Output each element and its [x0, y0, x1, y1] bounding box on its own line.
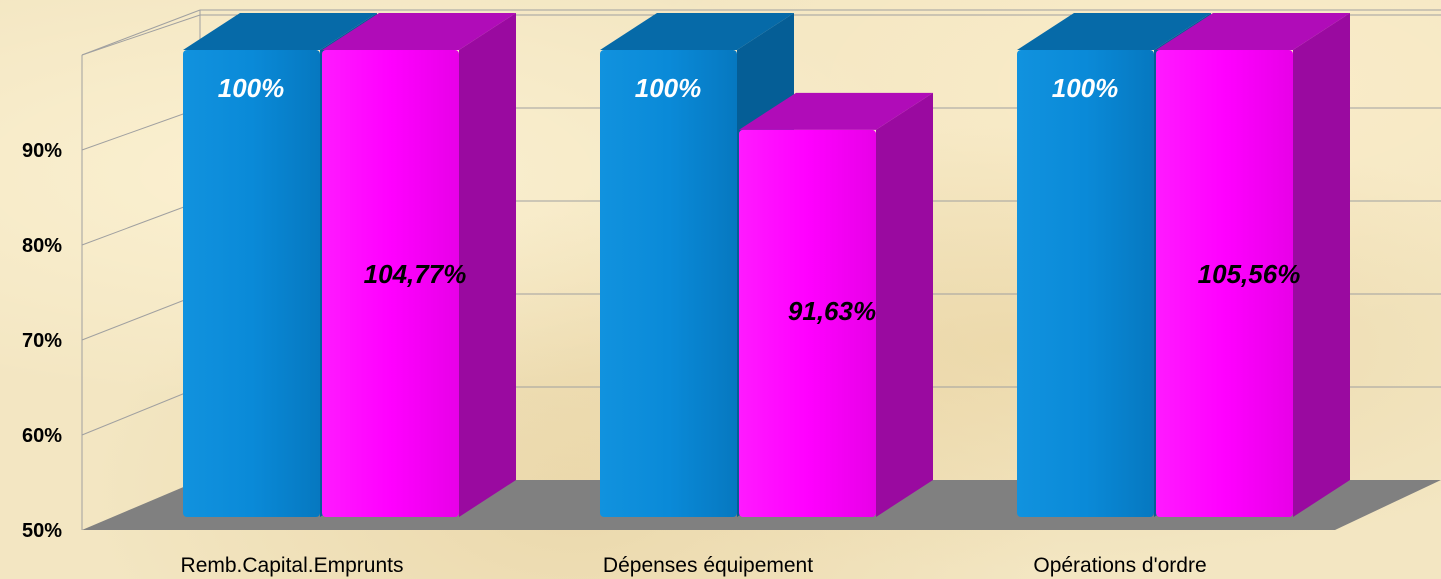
bar-magenta	[1156, 13, 1350, 517]
x-tick-label: Remb.Capital.Emprunts	[181, 554, 404, 577]
bar-front	[1017, 50, 1154, 517]
gridline-side	[81, 293, 201, 341]
x-tick-label: Dépenses équipement	[603, 554, 813, 577]
bar-magenta	[322, 13, 516, 517]
bar-top	[600, 13, 794, 50]
y-tick-label: 90%	[22, 140, 62, 162]
data-label: 104,77%	[364, 259, 467, 289]
y-tick-label: 50%	[22, 520, 62, 542]
data-label: 105,56%	[1198, 259, 1301, 289]
bar-top	[1156, 13, 1350, 50]
y-tick-label: 80%	[22, 235, 62, 257]
data-labels: 100% 104,77% 100% 91,63% 100% 105,56%	[218, 73, 1301, 326]
data-label: 100%	[218, 73, 285, 103]
data-label: 100%	[635, 73, 702, 103]
bar-side	[876, 92, 933, 517]
bar-front	[739, 129, 876, 517]
bar-top	[183, 13, 377, 50]
bar-front	[183, 50, 320, 517]
bar-front	[322, 50, 459, 517]
bars	[183, 13, 1350, 517]
bar-front	[600, 50, 737, 517]
bar-top	[1017, 13, 1211, 50]
y-axis-labels: 50% 60% 70% 80% 90%	[22, 140, 62, 542]
data-label: 91,63%	[788, 296, 876, 326]
gridline-side	[81, 200, 201, 246]
bar-top	[739, 92, 933, 130]
bar-side	[459, 13, 516, 517]
bar-front	[1156, 50, 1293, 517]
gridline-side	[81, 107, 201, 151]
gridline-side	[81, 386, 201, 436]
gridline-side	[81, 14, 201, 56]
bar-magenta	[739, 92, 933, 517]
y-tick-label: 60%	[22, 425, 62, 447]
data-label: 100%	[1052, 73, 1119, 103]
x-tick-label: Opérations d'ordre	[1033, 554, 1206, 577]
bar-side	[1293, 13, 1350, 517]
y-tick-label: 70%	[22, 330, 62, 352]
x-axis-labels: Remb.Capital.Emprunts Dépenses équipement…	[181, 554, 1207, 577]
bar-top	[322, 13, 516, 50]
